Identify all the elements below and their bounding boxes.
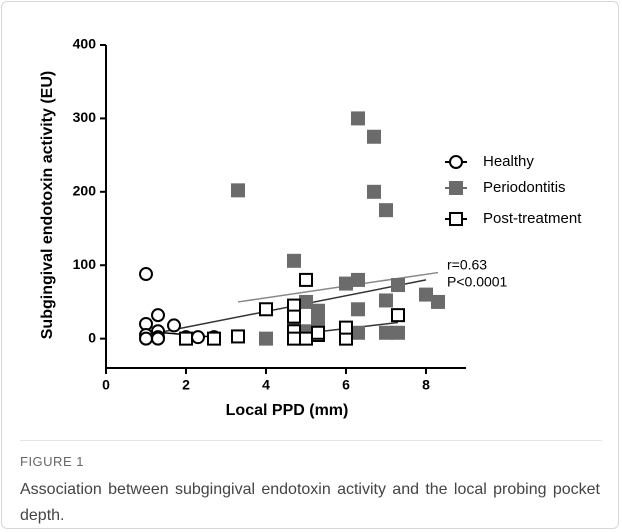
y-tick-label: 100 (73, 256, 97, 272)
figure-caption: Association between subgingival endotoxi… (20, 481, 600, 524)
point (391, 308, 405, 323)
point (167, 318, 181, 333)
separator (20, 440, 602, 441)
point (419, 287, 433, 302)
point (299, 331, 313, 346)
x-tick-label: 0 (102, 377, 110, 393)
legend-label: Periodontitis (483, 179, 566, 196)
legend-marker (449, 155, 463, 169)
point (231, 183, 245, 198)
y-axis-label: Subgingival endotoxin activity (EU) (39, 71, 56, 339)
legend-label: Healthy (483, 153, 534, 170)
figure-label: FIGURE 1 (20, 454, 84, 469)
y-tick-label: 300 (73, 109, 97, 125)
point (151, 331, 165, 346)
chart: Local PPD (mm) Subgingival endotoxin act… (39, 36, 582, 420)
point (299, 272, 313, 287)
point (431, 294, 445, 309)
y-tick-label: 200 (73, 183, 97, 199)
x-axis-label: Local PPD (mm) (226, 402, 349, 419)
point (351, 302, 365, 317)
x-tick-label: 6 (342, 377, 350, 393)
point (367, 129, 381, 144)
point (311, 313, 325, 328)
point (391, 278, 405, 293)
x-tick-label: 4 (262, 377, 270, 393)
point (287, 253, 301, 268)
legend-marker (449, 181, 463, 195)
point (231, 329, 245, 344)
point (179, 331, 193, 346)
annotation: r=0.63 (447, 257, 487, 273)
point (379, 203, 393, 218)
point (351, 111, 365, 126)
point (379, 325, 393, 340)
point (259, 331, 273, 346)
point (151, 308, 165, 323)
point (287, 309, 301, 324)
point (339, 320, 353, 335)
y-tick-label: 0 (88, 329, 96, 345)
point (339, 276, 353, 291)
x-tick-label: 8 (422, 377, 430, 393)
legend-label: Post-treatment (483, 210, 582, 227)
point (351, 325, 365, 340)
point (259, 302, 273, 317)
annotation: P<0.0001 (447, 274, 508, 290)
point (139, 331, 153, 346)
point (311, 325, 325, 340)
x-tick-label: 2 (182, 377, 190, 393)
point (391, 325, 405, 340)
point (351, 272, 365, 287)
legend-marker (449, 212, 463, 226)
point (287, 331, 301, 346)
y-tick-label: 400 (73, 36, 97, 52)
point (207, 331, 221, 346)
fit-line (237, 271, 439, 303)
point (299, 294, 313, 309)
point (139, 267, 153, 282)
point (379, 293, 393, 308)
point (191, 330, 205, 345)
point (367, 184, 381, 199)
